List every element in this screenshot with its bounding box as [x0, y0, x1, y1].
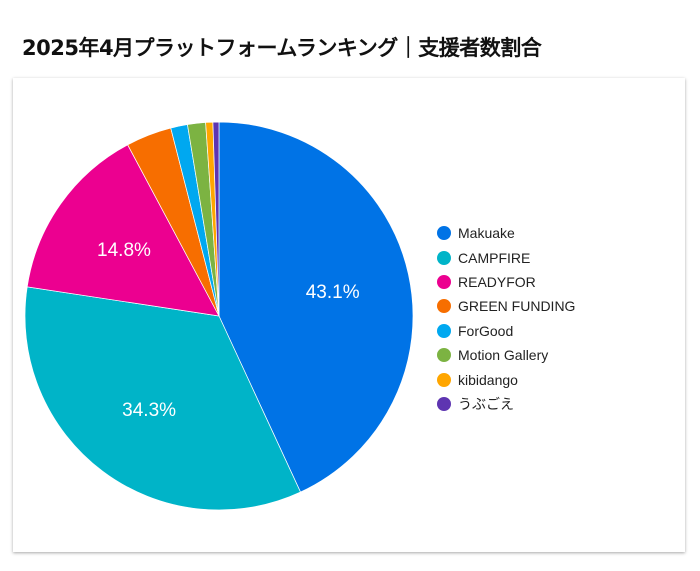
legend-swatch	[437, 396, 451, 411]
legend-swatch	[437, 372, 451, 387]
legend-label: Motion Gallery	[458, 347, 549, 364]
pie-slice-readyfor	[26, 144, 220, 317]
legend-item: うぶごえ	[437, 392, 575, 416]
legend-item: READYFOR	[437, 270, 575, 294]
legend-label: うぶごえ	[458, 395, 514, 412]
legend-label: GREEN FUNDING	[458, 298, 576, 315]
legend-label: kibidango	[458, 371, 518, 388]
legend-label: READYFOR	[458, 273, 536, 290]
pie-slice-うぶごえ	[212, 121, 220, 317]
legend-label: ForGood	[458, 322, 514, 339]
legend-label: Makuake	[458, 225, 515, 242]
legend-item: kibidango	[437, 367, 575, 391]
legend-swatch	[437, 348, 451, 363]
legend-item: GREEN FUNDING	[437, 294, 575, 318]
pie-slice-campfire	[24, 286, 301, 511]
legend-item: Motion Gallery	[437, 343, 575, 367]
data-label: 14.8%	[97, 240, 151, 261]
legend-swatch	[437, 250, 451, 265]
legend: Makuake CAMPFIRE READYFOR GREEN FUNDING ForG…	[437, 221, 575, 416]
legend-label: CAMPFIRE	[458, 249, 531, 266]
legend-item: Makuake	[437, 221, 575, 245]
legend-swatch	[437, 274, 451, 289]
legend-swatch	[437, 226, 451, 241]
pie-slice-makuake	[218, 121, 414, 493]
legend-swatch	[437, 299, 451, 314]
data-label: 43.1%	[306, 282, 360, 303]
chart-title: 2025年4月プラットフォームランキング｜支援者数割合	[22, 36, 542, 60]
legend-item: CAMPFIRE	[437, 245, 575, 269]
legend-item: ForGood	[437, 319, 575, 343]
legend-swatch	[437, 323, 451, 338]
data-label: 34.3%	[122, 400, 176, 421]
